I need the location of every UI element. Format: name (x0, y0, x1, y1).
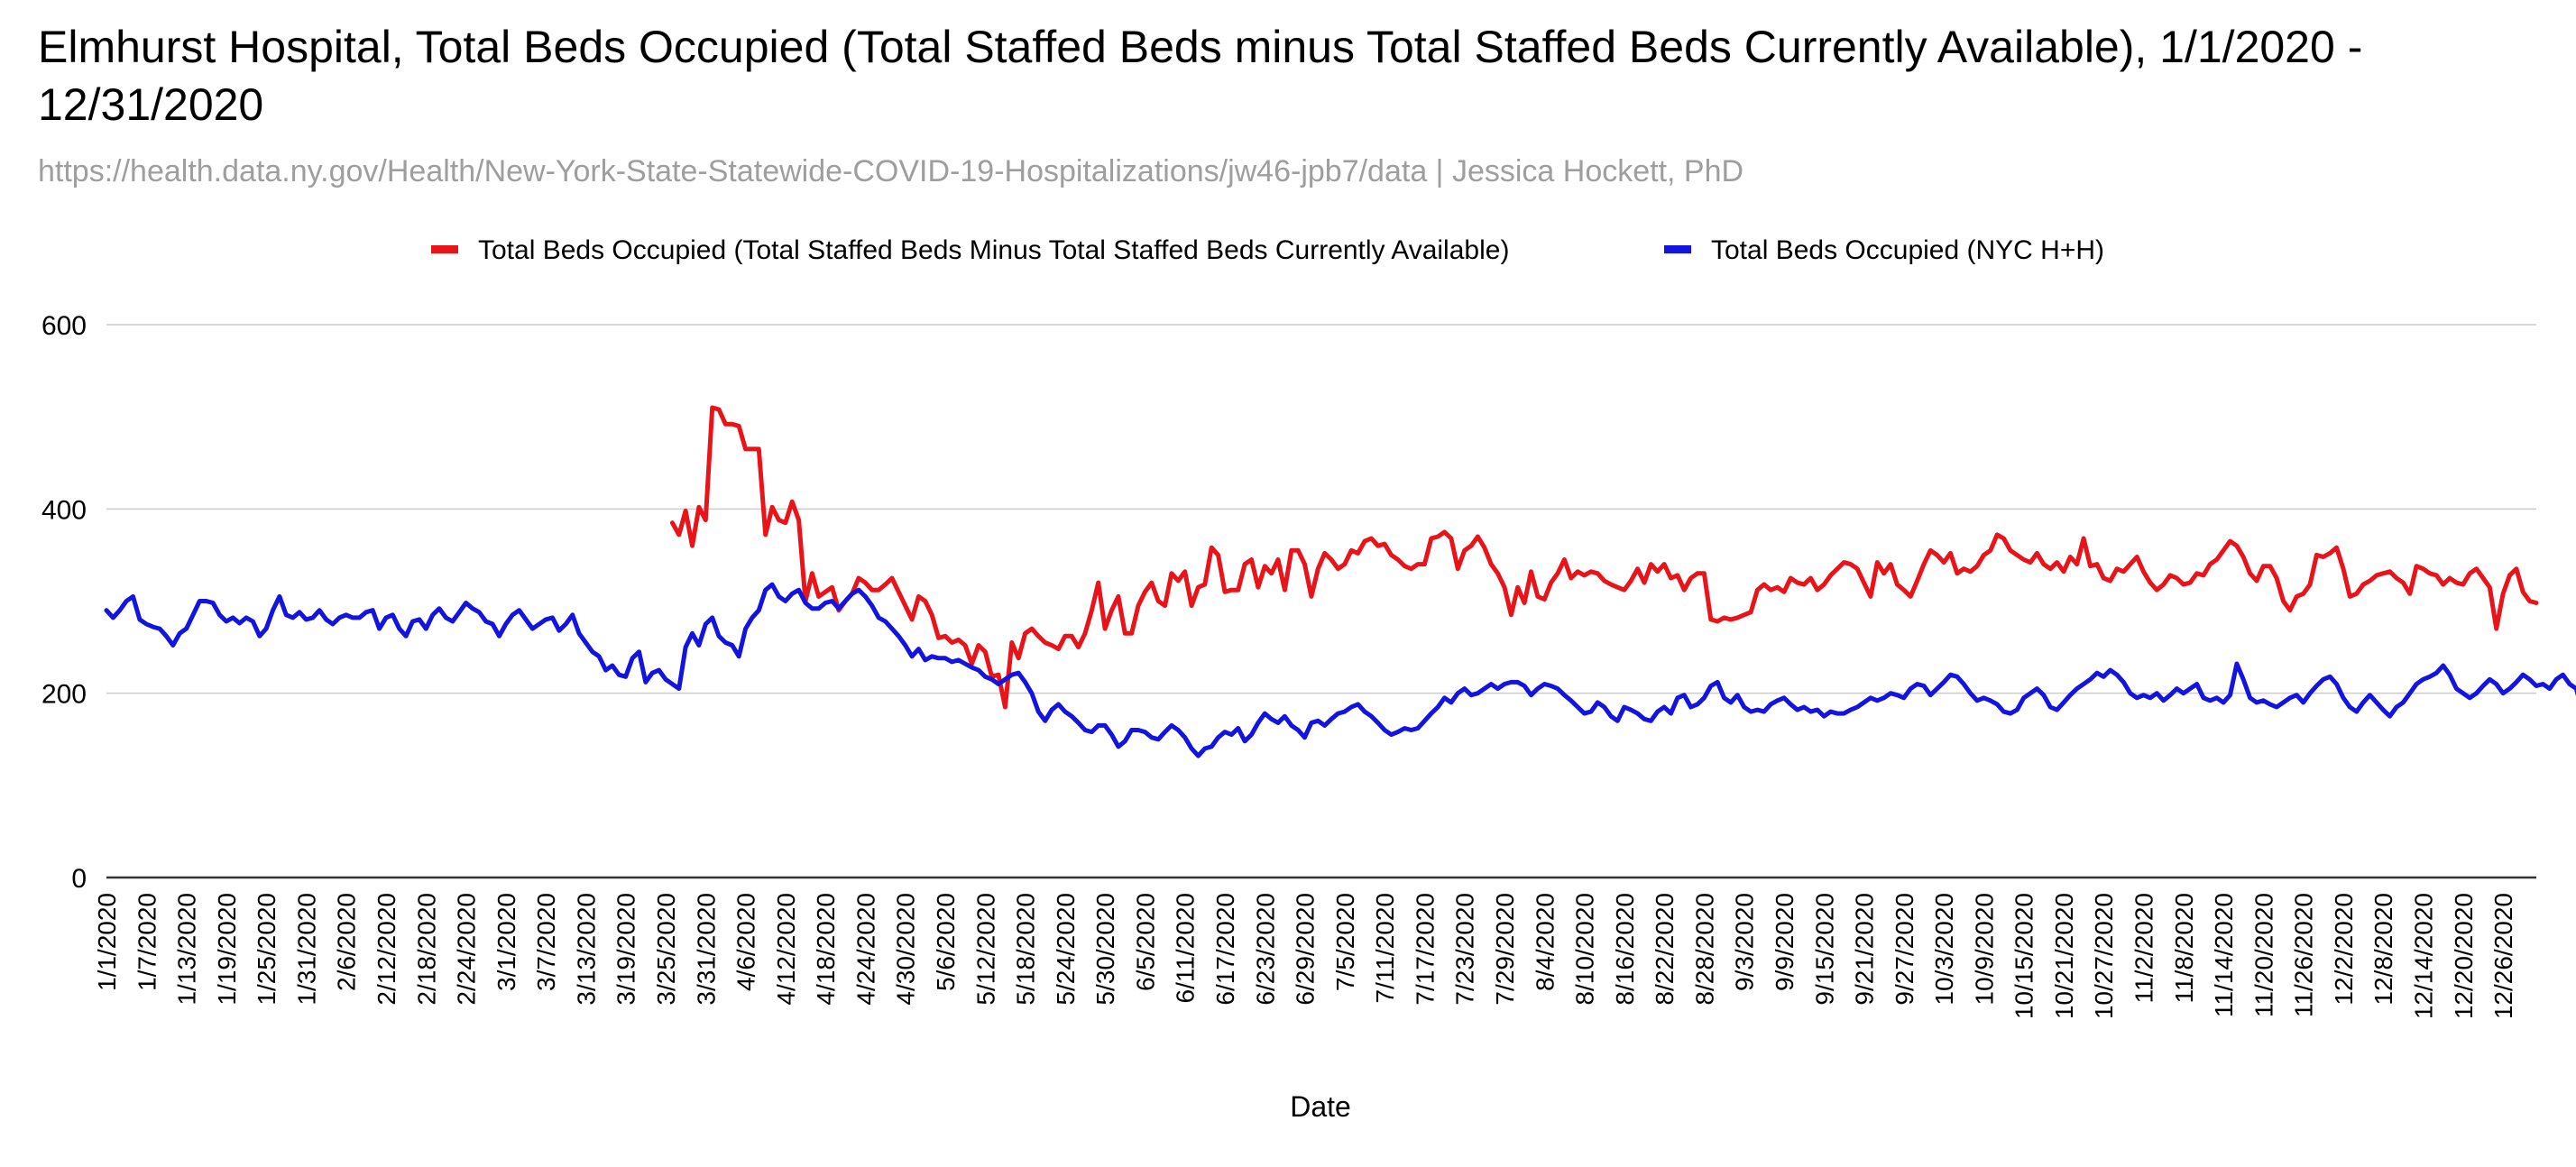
x-tick-label: 9/15/2020 (1810, 893, 1838, 1006)
x-tick-label: 8/10/2020 (1571, 893, 1599, 1006)
x-tick-label: 9/9/2020 (1771, 893, 1799, 991)
x-tick-label: 11/2/2020 (2130, 893, 2158, 1004)
x-tick-label: 10/3/2020 (1930, 893, 1958, 1006)
x-tick-label: 7/23/2020 (1451, 893, 1479, 1006)
x-tick-label: 12/26/2020 (2489, 893, 2517, 1019)
x-tick-label: 10/21/2020 (2050, 893, 2078, 1019)
legend-item-nyc-hh: Total Beds Occupied (NYC H+H) (1664, 235, 2104, 265)
x-tick-label: 1/13/2020 (173, 893, 201, 1006)
x-tick-label: 4/6/2020 (732, 893, 760, 991)
x-tick-label: 7/17/2020 (1411, 893, 1439, 1006)
x-tick-label: 5/18/2020 (1012, 893, 1040, 1006)
x-axis-ticks: 1/1/2020 1/7/2020 1/13/2020 1/19/2020 1/25/2… (93, 893, 2517, 1019)
series-line-total-beds-occupied (669, 405, 2539, 710)
x-tick-label: 9/3/2020 (1731, 893, 1759, 991)
x-tick-label: 1/19/2020 (213, 893, 241, 1006)
x-tick-label: 9/21/2020 (1851, 893, 1879, 1006)
x-tick-label: 8/4/2020 (1531, 893, 1559, 991)
x-tick-label: 7/11/2020 (1371, 893, 1399, 1004)
y-axis-ticks: 0 200 400 600 (41, 311, 87, 894)
x-tick-label: 6/11/2020 (1172, 893, 1200, 1004)
x-tick-label: 10/27/2020 (2090, 893, 2118, 1019)
x-tick-label: 8/16/2020 (1611, 893, 1639, 1006)
x-tick-label: 7/29/2020 (1491, 893, 1519, 1006)
x-tick-label: 9/27/2020 (1891, 893, 1918, 1006)
x-tick-label: 1/1/2020 (93, 893, 121, 991)
x-tick-label: 6/5/2020 (1131, 893, 1159, 991)
chart-title: Elmhurst Hospital, Total Beds Occupied (… (38, 22, 2363, 130)
x-tick-label: 11/14/2020 (2210, 893, 2238, 1017)
x-tick-label: 11/26/2020 (2290, 893, 2318, 1017)
series-line-nyc-hh (104, 582, 2576, 758)
x-tick-label: 10/9/2020 (1970, 893, 1998, 1006)
x-tick-label: 2/18/2020 (412, 893, 440, 1006)
legend-swatch (431, 245, 458, 253)
legend-swatch (1664, 245, 1691, 253)
x-tick-label: 7/5/2020 (1331, 893, 1359, 991)
x-tick-label: 3/13/2020 (572, 893, 600, 1006)
x-tick-label: 3/31/2020 (692, 893, 720, 1006)
x-tick-label: 8/28/2020 (1690, 893, 1718, 1006)
x-tick-label: 5/30/2020 (1091, 893, 1119, 1006)
x-tick-label: 5/12/2020 (971, 893, 999, 1006)
x-tick-label: 4/18/2020 (812, 893, 840, 1006)
x-tick-label: 11/20/2020 (2249, 893, 2277, 1017)
legend-label: Total Beds Occupied (Total Staffed Beds … (478, 235, 1509, 265)
x-tick-label: 6/17/2020 (1211, 893, 1239, 1006)
x-tick-label: 1/7/2020 (133, 893, 161, 991)
x-tick-label: 1/31/2020 (292, 893, 320, 1006)
x-tick-label: 12/20/2020 (2450, 893, 2478, 1019)
x-tick-label: 4/30/2020 (892, 893, 920, 1006)
legend-label: Total Beds Occupied (NYC H+H) (1711, 235, 2104, 265)
legend: Total Beds Occupied (Total Staffed Beds … (431, 235, 2104, 265)
x-tick-label: 2/24/2020 (453, 893, 481, 1006)
x-tick-label: 11/8/2020 (2170, 893, 2198, 1004)
x-tick-label: 2/6/2020 (333, 893, 361, 991)
y-tick-label: 200 (41, 680, 87, 710)
x-tick-label: 3/19/2020 (612, 893, 640, 1006)
x-axis-label: Date (1290, 1090, 1351, 1123)
x-tick-label: 6/23/2020 (1251, 893, 1279, 1006)
x-tick-label: 12/8/2020 (2369, 893, 2397, 1006)
x-tick-label: 3/1/2020 (492, 893, 520, 991)
y-tick-label: 400 (41, 495, 87, 525)
x-tick-label: 10/15/2020 (2010, 893, 2038, 1019)
series-layer (104, 405, 2576, 758)
x-tick-label: 4/24/2020 (851, 893, 879, 1006)
x-tick-label: 12/2/2020 (2330, 893, 2358, 1006)
x-tick-label: 8/22/2020 (1651, 893, 1679, 1006)
legend-item-total-beds-occupied: Total Beds Occupied (Total Staffed Beds … (431, 235, 1509, 265)
x-tick-label: 5/24/2020 (1052, 893, 1080, 1006)
x-tick-label: 3/7/2020 (532, 893, 560, 991)
y-tick-label: 0 (71, 864, 87, 894)
chart-subtitle: https://health.data.ny.gov/Health/New-Yo… (38, 154, 1744, 188)
gridlines (106, 324, 2536, 879)
x-tick-label: 6/29/2020 (1292, 893, 1320, 1006)
x-tick-label: 12/14/2020 (2410, 893, 2438, 1019)
x-tick-label: 3/25/2020 (652, 893, 680, 1006)
x-tick-label: 5/6/2020 (932, 893, 960, 991)
y-tick-label: 600 (41, 311, 87, 341)
x-tick-label: 4/12/2020 (772, 893, 800, 1006)
x-tick-label: 2/12/2020 (373, 893, 400, 1006)
x-tick-label: 1/25/2020 (253, 893, 281, 1006)
